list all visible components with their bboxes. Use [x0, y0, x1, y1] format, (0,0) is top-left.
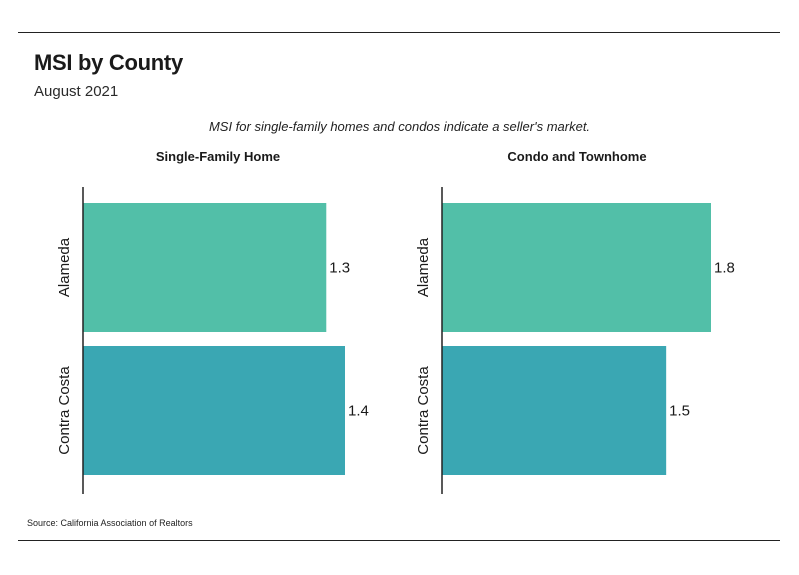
chart-title: MSI by County — [34, 50, 183, 75]
bar-condo-alameda — [442, 203, 711, 332]
data-label-single-family-contra-costa: 1.4 — [348, 403, 369, 420]
bar-condo-contra-costa — [442, 346, 667, 475]
data-label-condo-contra-costa: 1.5 — [669, 403, 690, 420]
panel-title-condo: Condo and Townhome — [507, 149, 647, 164]
category-label-condo-contra-costa: Contra Costa — [415, 366, 432, 455]
source-note: Source: California Association of Realto… — [27, 518, 193, 528]
bar-single-family-contra-costa — [83, 346, 345, 475]
top-rule — [18, 32, 780, 33]
data-label-condo-alameda: 1.8 — [714, 260, 735, 277]
bottom-rule — [18, 540, 780, 541]
data-label-single-family-alameda: 1.3 — [329, 260, 350, 277]
chart-annotation: MSI for single-family homes and condos i… — [208, 119, 591, 134]
chart-subtitle: August 2021 — [34, 83, 119, 100]
category-label-single-family-alameda: Alameda — [56, 237, 73, 297]
category-label-single-family-contra-costa: Contra Costa — [56, 366, 73, 455]
bar-single-family-alameda — [83, 203, 327, 332]
category-label-condo-alameda: Alameda — [415, 237, 432, 297]
panel-title-single-family: Single-Family Home — [155, 149, 281, 164]
